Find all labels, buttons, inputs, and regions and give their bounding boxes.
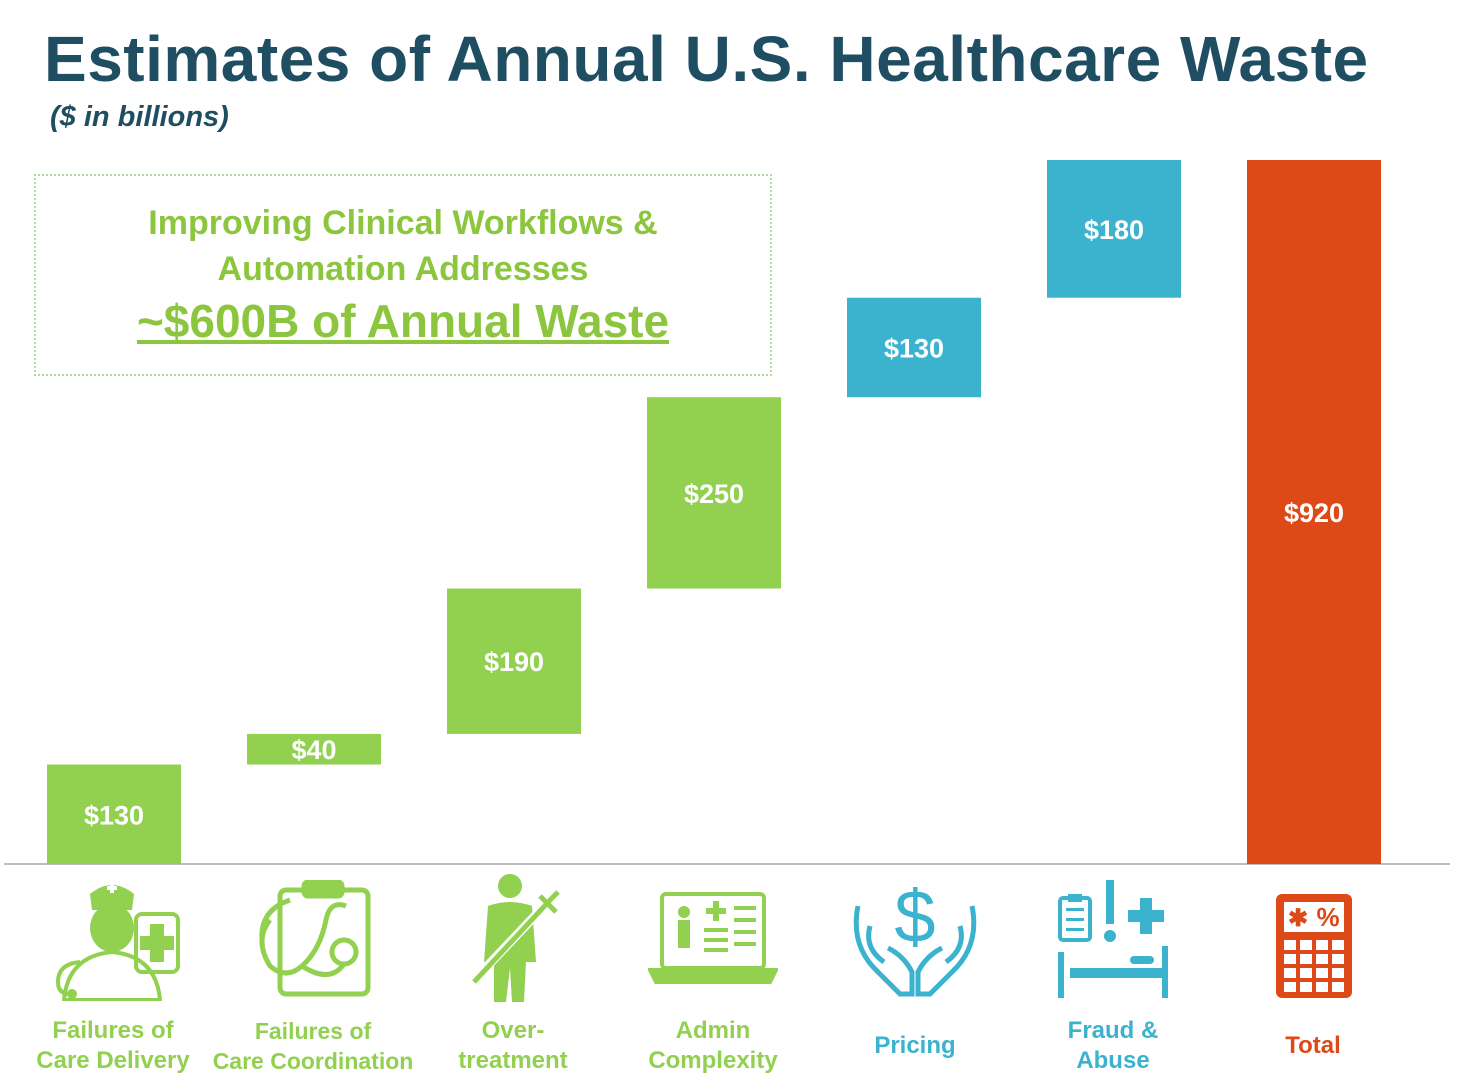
category-label-line: Complexity — [648, 1047, 778, 1074]
bar-5 — [1047, 160, 1181, 298]
laptop-record-icon — [648, 892, 778, 984]
stethoscope-clipboard-icon — [259, 880, 371, 997]
category-label-line: Pricing — [874, 1032, 956, 1059]
bar-value-label-1: $40 — [291, 735, 336, 765]
category-label-line: Failures of — [52, 1017, 174, 1044]
nurse-icon — [55, 883, 180, 1001]
chart-title: Estimates of Annual U.S. Healthcare Wast… — [44, 23, 1369, 95]
bar-value-label-5: $180 — [1084, 215, 1144, 245]
category-label-fraud-abuse: Fraud & Abuse — [1008, 1016, 1218, 1076]
callout-box: Improving Clinical Workflows & Automatio… — [34, 174, 772, 376]
callout-line-1: Improving Clinical Workflows & — [148, 204, 658, 242]
svg-text:$: $ — [894, 876, 935, 958]
bar-2 — [447, 588, 581, 734]
category-label-total: Total — [1208, 1031, 1418, 1061]
category-label-line: Total — [1285, 1032, 1341, 1059]
callout-highlight: ~$600B of Annual Waste — [136, 295, 670, 347]
svg-text:✱: ✱ — [1288, 905, 1308, 932]
category-label-overtreatment: Over- treatment — [408, 1016, 618, 1076]
category-label-pricing: Pricing — [810, 1031, 1020, 1061]
bar-value-label-2: $190 — [484, 647, 544, 677]
callout-line-2: Automation Addresses — [217, 250, 589, 288]
category-label-line: Care Delivery — [36, 1047, 190, 1074]
bar-1 — [247, 733, 381, 765]
category-label-line: treatment — [458, 1047, 568, 1074]
chart-subtitle: ($ in billions) — [50, 101, 229, 133]
bar-value-label-3: $250 — [684, 479, 744, 509]
category-label-line: Failures of — [254, 1018, 372, 1044]
category-label-care-coordination: Failures of Care Coordination — [208, 1016, 418, 1076]
category-label-care-delivery: Failures of Care Delivery — [8, 1016, 218, 1076]
bar-6 — [1247, 160, 1381, 864]
calculator-icon: ✱ % — [1276, 894, 1352, 998]
bar-4 — [847, 297, 981, 398]
bar-value-label-6: $920 — [1284, 498, 1344, 528]
category-label-line: Fraud & — [1067, 1017, 1159, 1044]
category-label-line: Care Coordination — [212, 1048, 414, 1074]
svg-text:%: % — [1316, 902, 1339, 932]
bar-value-label-4: $130 — [884, 333, 944, 363]
bar-0 — [47, 764, 181, 864]
bar-3 — [647, 397, 781, 589]
category-label-line: Admin — [675, 1017, 751, 1044]
category-label-admin-complexity: Admin Complexity — [608, 1016, 818, 1076]
hands-dollar-icon: $ — [853, 876, 977, 997]
bar-value-label-0: $130 — [84, 800, 144, 830]
bed-alert-icon — [1058, 880, 1168, 998]
category-label-line: Abuse — [1076, 1047, 1150, 1074]
patient-syringe-icon — [472, 874, 560, 1002]
category-label-line: Over- — [481, 1017, 545, 1044]
